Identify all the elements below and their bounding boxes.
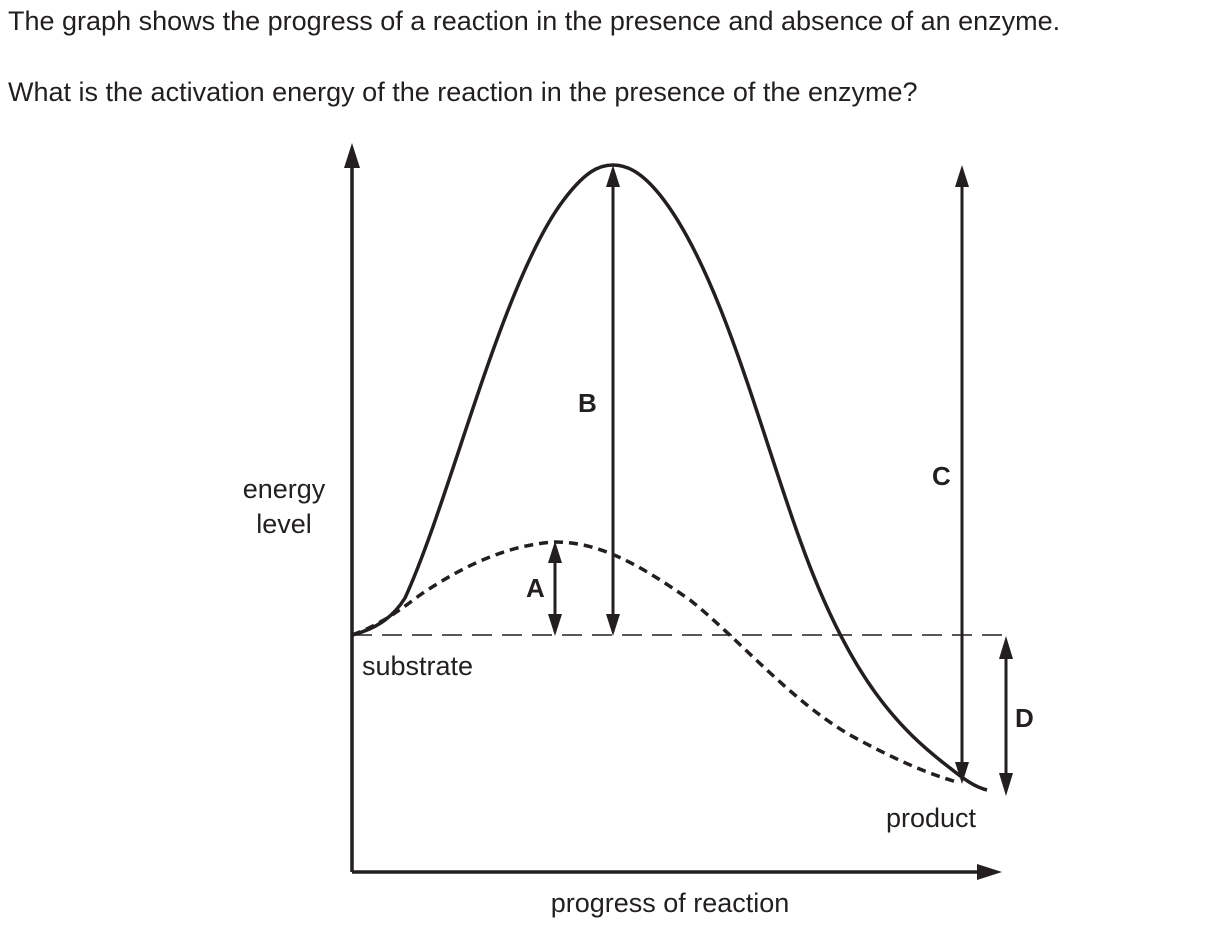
- question-text-line-2: What is the activation energy of the rea…: [8, 77, 918, 107]
- arrow-d-head-top: [999, 636, 1013, 659]
- arrow-d-head-bottom: [999, 773, 1013, 796]
- y-axis-arrowhead: [344, 143, 360, 168]
- product-label: product: [886, 803, 977, 833]
- y-axis-label-line-2: level: [256, 509, 312, 539]
- x-axis-arrowhead: [977, 864, 1002, 880]
- x-axis-label: progress of reaction: [551, 888, 790, 918]
- arrow-b-head-top: [606, 165, 620, 187]
- arrow-a-head-bottom: [548, 614, 562, 636]
- arrow-c-head-top: [955, 165, 969, 187]
- question-text-line-1: The graph shows the progress of a reacti…: [8, 6, 1061, 36]
- arrow-b-label: B: [578, 388, 597, 418]
- arrow-d-label: D: [1015, 703, 1034, 733]
- arrow-a-head-top: [548, 541, 562, 563]
- arrow-c-head-bottom: [955, 762, 969, 784]
- arrow-a-label: A: [526, 573, 545, 603]
- curve-without-enzyme: [351, 163, 988, 792]
- substrate-label: substrate: [362, 651, 473, 681]
- y-axis-label-line-1: energy: [243, 474, 326, 504]
- arrow-b-head-bottom: [606, 614, 620, 636]
- curve-with-enzyme: [351, 540, 958, 784]
- arrow-c-label: C: [932, 461, 951, 491]
